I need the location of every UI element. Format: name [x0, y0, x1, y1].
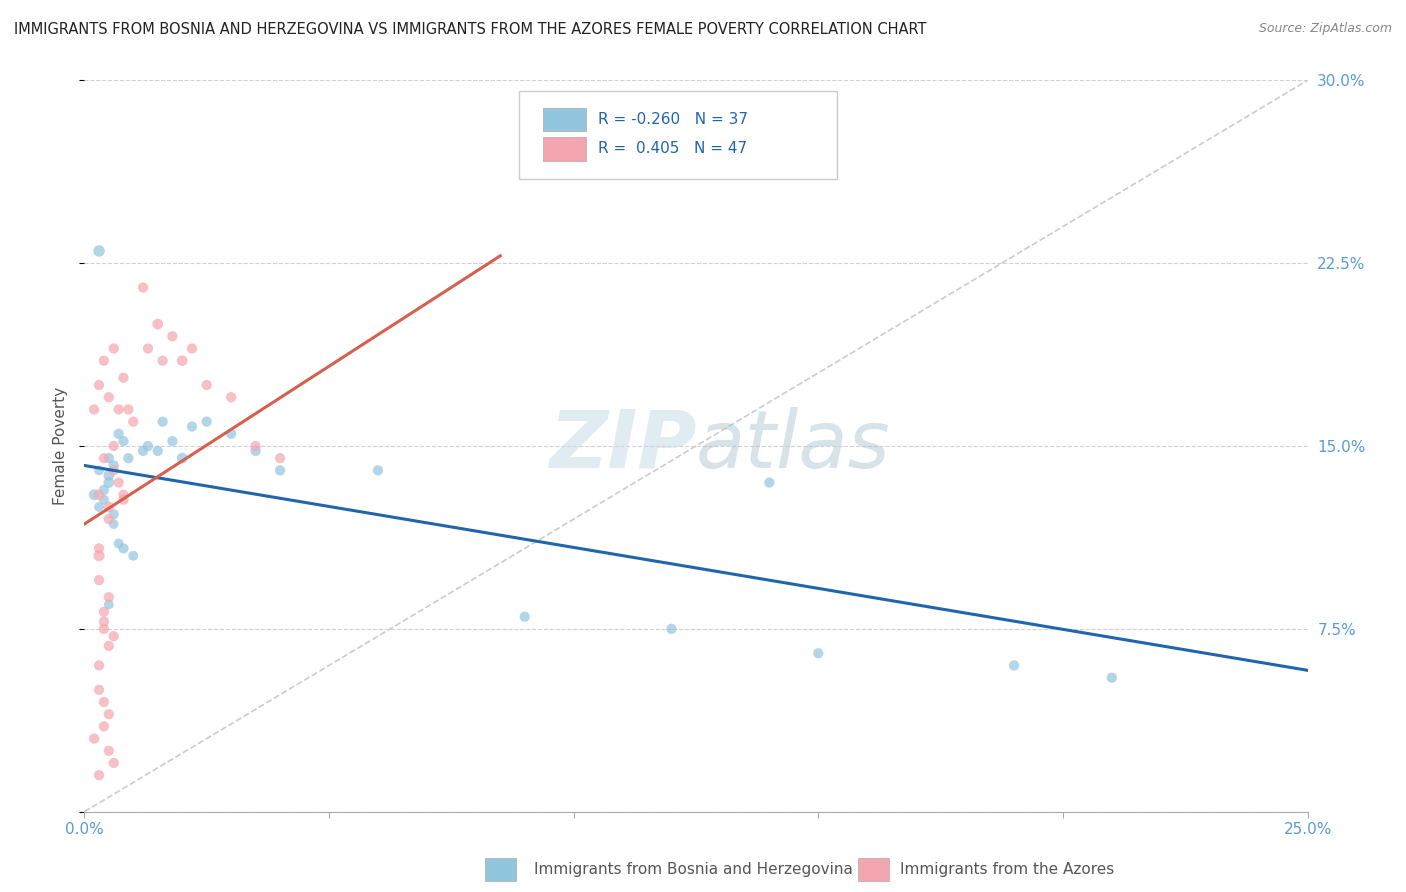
Point	[181, 342, 204, 356]
Point	[1002, 658, 1025, 673]
Point	[83, 731, 105, 746]
Point	[97, 512, 120, 526]
Point	[367, 463, 389, 477]
Point	[122, 415, 145, 429]
Point	[87, 658, 110, 673]
Point	[97, 590, 120, 604]
Point	[107, 536, 129, 550]
Point	[195, 415, 218, 429]
Point	[83, 488, 105, 502]
Point	[219, 426, 242, 441]
Point	[87, 549, 110, 563]
Text: Immigrants from Bosnia and Herzegovina: Immigrants from Bosnia and Herzegovina	[534, 863, 853, 877]
Point	[87, 244, 110, 258]
Point	[93, 483, 115, 497]
Text: R =  0.405   N = 47: R = 0.405 N = 47	[598, 141, 747, 156]
FancyBboxPatch shape	[519, 91, 837, 179]
Point	[195, 378, 218, 392]
Point	[97, 744, 120, 758]
Point	[513, 609, 536, 624]
Point	[97, 451, 120, 466]
FancyBboxPatch shape	[543, 137, 586, 161]
Point	[93, 451, 115, 466]
Point	[103, 342, 125, 356]
Point	[269, 451, 291, 466]
Point	[758, 475, 780, 490]
Point	[93, 695, 115, 709]
Point	[103, 439, 125, 453]
Point	[807, 646, 830, 660]
Point	[87, 378, 110, 392]
Point	[103, 508, 125, 522]
Text: R = -0.260   N = 37: R = -0.260 N = 37	[598, 112, 748, 127]
Text: IMMIGRANTS FROM BOSNIA AND HERZEGOVINA VS IMMIGRANTS FROM THE AZORES FEMALE POVE: IMMIGRANTS FROM BOSNIA AND HERZEGOVINA V…	[14, 22, 927, 37]
Point	[97, 639, 120, 653]
Point	[107, 426, 129, 441]
Point	[117, 402, 139, 417]
Point	[97, 707, 120, 722]
Point	[219, 390, 242, 404]
Point	[132, 280, 155, 294]
Point	[181, 419, 204, 434]
Point	[107, 475, 129, 490]
Point	[97, 475, 120, 490]
Text: ZIP: ZIP	[548, 407, 696, 485]
Point	[112, 488, 135, 502]
Point	[97, 500, 120, 514]
Point	[97, 390, 120, 404]
Point	[83, 402, 105, 417]
Point	[87, 500, 110, 514]
Point	[245, 439, 267, 453]
Point	[87, 573, 110, 587]
Point	[112, 492, 135, 507]
Point	[162, 329, 184, 343]
Point	[107, 402, 129, 417]
Y-axis label: Female Poverty: Female Poverty	[52, 387, 67, 505]
Point	[87, 768, 110, 782]
Text: Immigrants from the Azores: Immigrants from the Azores	[900, 863, 1114, 877]
Point	[103, 629, 125, 643]
Point	[93, 492, 115, 507]
Point	[103, 458, 125, 473]
Point	[162, 434, 184, 449]
Point	[93, 615, 115, 629]
Point	[136, 342, 159, 356]
Point	[122, 549, 145, 563]
Point	[1101, 671, 1123, 685]
Point	[87, 682, 110, 697]
Point	[172, 451, 194, 466]
Point	[661, 622, 683, 636]
Point	[97, 598, 120, 612]
Point	[112, 370, 135, 384]
Point	[103, 756, 125, 770]
Point	[136, 439, 159, 453]
Point	[112, 541, 135, 556]
Point	[146, 317, 169, 331]
Point	[269, 463, 291, 477]
Point	[93, 353, 115, 368]
Point	[87, 488, 110, 502]
Text: atlas: atlas	[696, 407, 891, 485]
Point	[103, 516, 125, 531]
Point	[112, 434, 135, 449]
Point	[93, 622, 115, 636]
Point	[117, 451, 139, 466]
Point	[97, 468, 120, 483]
Point	[146, 443, 169, 458]
FancyBboxPatch shape	[543, 108, 586, 131]
Point	[132, 443, 155, 458]
Point	[87, 541, 110, 556]
Point	[172, 353, 194, 368]
Point	[152, 353, 174, 368]
Point	[103, 463, 125, 477]
Point	[93, 605, 115, 619]
Point	[87, 463, 110, 477]
Point	[245, 443, 267, 458]
Text: Source: ZipAtlas.com: Source: ZipAtlas.com	[1258, 22, 1392, 36]
Point	[152, 415, 174, 429]
Point	[93, 719, 115, 733]
